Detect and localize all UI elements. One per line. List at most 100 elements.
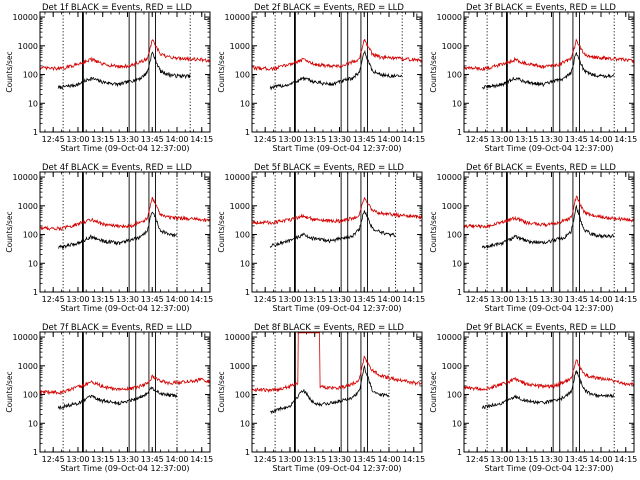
panel-title: Det 3f BLACK = Events, RED = LLD <box>466 3 616 13</box>
x-tick-label: 13:45 <box>353 295 376 304</box>
y-tick-label: 10000 <box>437 333 462 342</box>
y-tick-label: 10000 <box>13 13 38 22</box>
y-tick-label: 10000 <box>13 333 38 342</box>
plot-frame <box>251 11 423 133</box>
y-tick-label: 10000 <box>437 173 462 182</box>
x-axis-label: Start Time (09-Oct-04 12:37:00) <box>60 144 189 153</box>
y-tick-label: 10 <box>28 419 38 428</box>
detector-panel-4: Det 4f BLACK = Events, RED = LLD 1 10 100 10… <box>5 163 213 313</box>
x-tick-label: 13:15 <box>91 295 114 304</box>
y-tick-label: 1 <box>33 448 38 457</box>
x-tick-label: 13:15 <box>91 135 114 144</box>
x-tick-label: 14:00 <box>589 135 612 144</box>
x-tick-label: 13:45 <box>565 135 588 144</box>
corner-tag: L <box>627 333 632 343</box>
y-axis-label: Counts/sec <box>429 51 438 92</box>
x-tick-label: 14:00 <box>165 455 188 464</box>
events-series-line <box>58 211 178 250</box>
y-tick-label: 10 <box>28 259 38 268</box>
x-tick-label: 14:15 <box>402 135 425 144</box>
x-tick-label: 14:15 <box>190 455 213 464</box>
y-axis-label: Counts/sec <box>5 51 14 92</box>
y-tick-label: 10 <box>452 259 462 268</box>
corner-tag: L <box>203 333 208 343</box>
lld-series-line <box>40 39 210 72</box>
x-tick-label: 13:30 <box>540 135 563 144</box>
plot-area <box>464 172 634 292</box>
y-tick-label: 10000 <box>225 333 250 342</box>
lld-series-line <box>464 359 634 392</box>
corner-tag: L <box>415 13 420 23</box>
events-series-line <box>481 370 615 410</box>
corner-tag: L <box>415 173 420 183</box>
y-tick-label: 100 <box>447 391 462 400</box>
y-tick-label: 10000 <box>225 173 250 182</box>
y-tick-label: 10000 <box>225 13 250 22</box>
plot-frame <box>39 11 211 133</box>
y-tick-label: 100 <box>235 231 250 240</box>
y-tick-label: 1 <box>245 288 250 297</box>
detector-panel-1: Det 1f BLACK = Events, RED = LLD 1 10 100 10… <box>5 3 213 153</box>
x-tick-label: 13:45 <box>141 295 164 304</box>
x-tick-label: 13:15 <box>515 295 538 304</box>
y-tick-label: 10 <box>240 419 250 428</box>
x-tick-label: 13:15 <box>303 455 326 464</box>
y-tick-label: 1 <box>33 288 38 297</box>
y-tick-label: 1 <box>457 448 462 457</box>
detector-panel-7: Det 7f BLACK = Events, RED = LLD 1 10 100 10… <box>5 323 213 473</box>
x-axis-label: Start Time (09-Oct-04 12:37:00) <box>484 464 613 473</box>
panel-title: Det 9f BLACK = Events, RED = LLD <box>466 323 616 333</box>
x-tick-label: 13:15 <box>515 455 538 464</box>
x-tick-label: 13:45 <box>565 295 588 304</box>
events-series-line <box>269 210 396 249</box>
lld-series-line <box>40 374 210 396</box>
x-tick-label: 13:30 <box>116 455 139 464</box>
x-axis-label: Start Time (09-Oct-04 12:37:00) <box>272 144 401 153</box>
y-tick-label: 10000 <box>437 13 462 22</box>
y-tick-label: 1000 <box>230 362 250 371</box>
y-tick-label: 10 <box>452 99 462 108</box>
lld-series-line <box>464 195 634 230</box>
x-tick-label: 14:00 <box>377 455 400 464</box>
x-tick-label: 14:00 <box>165 135 188 144</box>
y-tick-label: 10 <box>452 419 462 428</box>
panel-title: Det 1f BLACK = Events, RED = LLD <box>42 3 192 13</box>
plot-frame <box>39 331 211 453</box>
corner-tag: L <box>203 173 208 183</box>
detector-panel-3: Det 3f BLACK = Events, RED = LLD 1 10 100 10… <box>429 3 637 153</box>
x-tick-label: 13:00 <box>278 135 301 144</box>
x-tick-label: 13:30 <box>328 295 351 304</box>
x-axis-label: Start Time (09-Oct-04 12:37:00) <box>484 144 613 153</box>
x-tick-label: 13:15 <box>515 135 538 144</box>
plot-area <box>40 172 210 292</box>
panel-title: Det 4f BLACK = Events, RED = LLD <box>42 163 192 173</box>
y-tick-label: 1000 <box>442 42 462 51</box>
x-tick-label: 13:45 <box>353 135 376 144</box>
lld-series-line <box>252 38 422 72</box>
x-tick-label: 14:15 <box>614 455 637 464</box>
plot-frame <box>463 11 635 133</box>
x-tick-label: 12:45 <box>254 455 277 464</box>
x-tick-label: 13:15 <box>303 135 326 144</box>
x-tick-label: 14:15 <box>614 295 637 304</box>
corner-tag: L <box>415 333 420 343</box>
detector-panel-8: Det 8f BLACK = Events, RED = LLD 1 10 100 10… <box>217 323 425 473</box>
y-axis-label: Counts/sec <box>217 51 226 92</box>
x-tick-label: 13:15 <box>91 455 114 464</box>
x-tick-label: 14:00 <box>377 135 400 144</box>
lld-series-line <box>40 196 210 231</box>
x-tick-label: 12:45 <box>42 455 65 464</box>
y-tick-label: 10000 <box>13 173 38 182</box>
plot-area <box>252 172 422 292</box>
x-tick-label: 12:45 <box>466 135 489 144</box>
corner-tag: L <box>627 173 632 183</box>
y-tick-label: 1 <box>457 128 462 137</box>
x-tick-label: 14:15 <box>190 135 213 144</box>
x-tick-label: 13:00 <box>66 295 89 304</box>
y-tick-label: 1000 <box>18 202 38 211</box>
x-tick-label: 13:00 <box>278 295 301 304</box>
y-tick-label: 100 <box>447 231 462 240</box>
events-series-line <box>269 49 403 91</box>
plot-area <box>252 12 422 132</box>
x-tick-label: 13:30 <box>328 135 351 144</box>
